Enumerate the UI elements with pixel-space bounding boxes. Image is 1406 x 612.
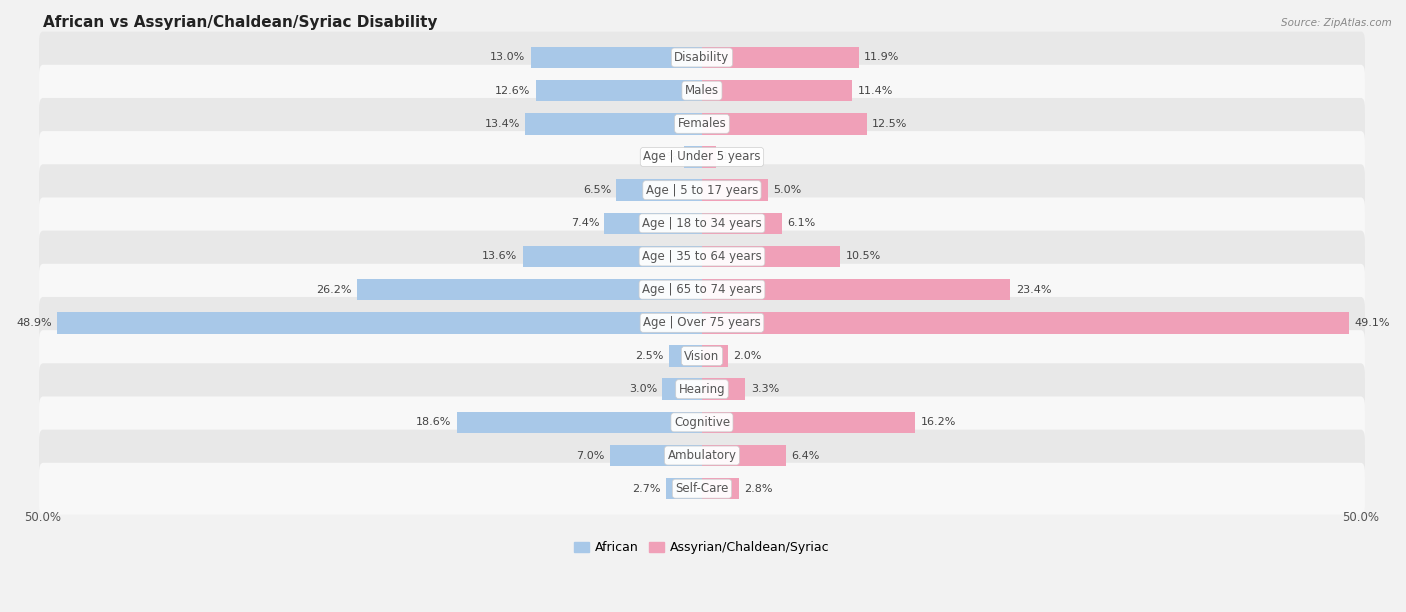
Text: 2.5%: 2.5% [636,351,664,361]
Bar [357,279,702,300]
Text: 2.0%: 2.0% [734,351,762,361]
Text: Hearing: Hearing [679,382,725,396]
Text: Vision: Vision [685,349,720,362]
Text: Males: Males [685,84,718,97]
Text: 11.4%: 11.4% [858,86,893,95]
FancyBboxPatch shape [39,98,1365,150]
Text: Cognitive: Cognitive [673,416,730,429]
Text: 6.1%: 6.1% [787,218,815,228]
Text: 12.6%: 12.6% [495,86,530,95]
FancyBboxPatch shape [39,231,1365,282]
Text: 3.3%: 3.3% [751,384,779,394]
Bar [702,378,745,400]
FancyBboxPatch shape [39,463,1365,515]
Text: 2.7%: 2.7% [633,483,661,494]
Bar [616,179,702,201]
Text: 10.5%: 10.5% [845,252,882,261]
Text: Disability: Disability [675,51,730,64]
Bar [702,411,915,433]
Text: Age | Under 5 years: Age | Under 5 years [643,151,761,163]
FancyBboxPatch shape [39,297,1365,349]
Text: 26.2%: 26.2% [316,285,352,294]
Bar [526,113,702,135]
FancyBboxPatch shape [39,164,1365,216]
FancyBboxPatch shape [39,65,1365,116]
Text: Age | 65 to 74 years: Age | 65 to 74 years [643,283,762,296]
FancyBboxPatch shape [39,430,1365,482]
FancyBboxPatch shape [39,32,1365,83]
Bar [457,411,702,433]
Text: Source: ZipAtlas.com: Source: ZipAtlas.com [1281,18,1392,28]
Text: 49.1%: 49.1% [1354,318,1391,328]
Text: Age | Over 75 years: Age | Over 75 years [643,316,761,329]
Bar [702,146,717,168]
Bar [683,146,702,168]
Text: Age | 18 to 34 years: Age | 18 to 34 years [643,217,762,230]
Text: 12.5%: 12.5% [872,119,907,129]
FancyBboxPatch shape [39,264,1365,316]
Bar [702,312,1350,334]
Text: Females: Females [678,118,727,130]
Text: 7.0%: 7.0% [576,450,605,460]
Text: 48.9%: 48.9% [17,318,52,328]
Text: Self-Care: Self-Care [675,482,728,495]
Bar [702,80,852,102]
Bar [702,478,740,499]
Text: Ambulatory: Ambulatory [668,449,737,462]
Bar [530,47,702,69]
Bar [702,212,782,234]
Text: 13.0%: 13.0% [491,53,526,62]
FancyBboxPatch shape [39,364,1365,415]
Text: 13.6%: 13.6% [482,252,517,261]
Text: Age | 5 to 17 years: Age | 5 to 17 years [645,184,758,196]
Bar [702,279,1011,300]
Text: 6.4%: 6.4% [792,450,820,460]
Bar [58,312,702,334]
Text: Age | 35 to 64 years: Age | 35 to 64 years [643,250,762,263]
Bar [702,345,728,367]
Text: 6.5%: 6.5% [582,185,612,195]
Bar [610,445,702,466]
Text: 1.1%: 1.1% [721,152,749,162]
Bar [702,445,786,466]
Text: 2.8%: 2.8% [744,483,773,494]
Text: 16.2%: 16.2% [921,417,956,427]
FancyBboxPatch shape [39,131,1365,183]
Legend: African, Assyrian/Chaldean/Syriac: African, Assyrian/Chaldean/Syriac [569,536,835,559]
Text: 3.0%: 3.0% [628,384,657,394]
Text: 18.6%: 18.6% [416,417,451,427]
FancyBboxPatch shape [39,198,1365,249]
Bar [666,478,702,499]
FancyBboxPatch shape [39,330,1365,382]
Text: African vs Assyrian/Chaldean/Syriac Disability: African vs Assyrian/Chaldean/Syriac Disa… [44,15,437,30]
Bar [702,245,841,267]
Text: 11.9%: 11.9% [865,53,900,62]
FancyBboxPatch shape [39,397,1365,448]
Bar [536,80,702,102]
Bar [702,113,866,135]
Text: 1.4%: 1.4% [650,152,678,162]
Bar [669,345,702,367]
Text: 23.4%: 23.4% [1015,285,1052,294]
Text: 5.0%: 5.0% [773,185,801,195]
Bar [605,212,702,234]
Bar [702,47,859,69]
Text: 7.4%: 7.4% [571,218,599,228]
Text: 13.4%: 13.4% [485,119,520,129]
Bar [702,179,768,201]
Bar [662,378,702,400]
Bar [523,245,702,267]
